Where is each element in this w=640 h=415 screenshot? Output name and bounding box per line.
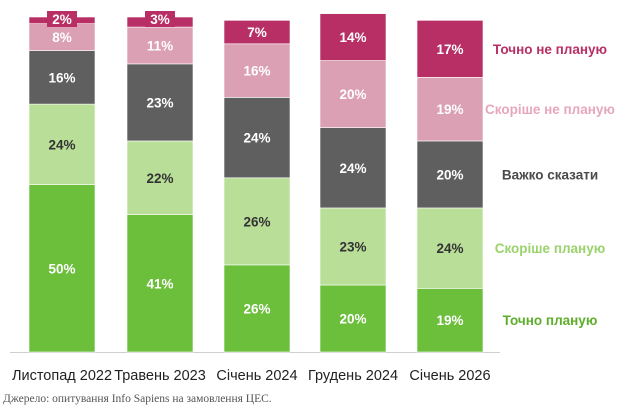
bar-segment-4-3 [319,127,387,209]
data-label-2-5: 3% [150,12,170,27]
legend-label-скоріше-не-планую: Скоріше не планую [485,102,615,117]
bar-segment-5-1 [416,288,484,353]
bar-segment-2-3 [126,63,194,142]
data-label-2-3: 23% [146,95,173,110]
bar-segment-1-1 [28,184,96,353]
bar-segment-2-2 [126,140,194,215]
legend-label-важко-сказати: Важко сказати [502,167,598,182]
data-label-1-5: 2% [52,12,72,27]
data-label-4-2: 23% [339,239,366,254]
category-label-1: Листопад 2022 [12,368,112,384]
bar-segment-3-5 [223,20,291,45]
data-label-4-4: 20% [339,87,366,102]
data-label-1-1: 50% [48,261,75,276]
data-label-1-3: 16% [48,70,75,85]
data-label-2-1: 41% [146,276,173,291]
bar-segment-3-3 [223,97,291,179]
category-label-5: Січень 2026 [409,368,490,384]
bar-segment-5-4 [416,77,484,142]
data-label-4-3: 24% [339,161,366,176]
data-label-5-5: 17% [436,42,463,57]
bar-segment-1-2 [28,103,96,185]
segment-label-tab-1-5 [47,11,77,27]
data-label-1-4: 8% [52,30,72,45]
data-label-4-1: 20% [339,312,366,327]
bar-segment-4-4 [319,60,387,128]
bar-segment-4-2 [319,207,387,286]
bar-segment-5-3 [416,140,484,209]
bar-segment-3-1 [223,264,291,353]
legend-label-точно-не-планую: Точно не планую [493,42,607,57]
bar-segment-4-1 [319,284,387,353]
data-label-5-2: 24% [436,241,463,256]
bar-segment-5-5 [416,20,484,78]
data-label-4-5: 14% [339,30,366,45]
source-note: Джерело: опитування Info Sapiens на замо… [3,393,272,405]
data-label-2-2: 22% [146,171,173,186]
data-label-5-4: 19% [436,102,463,117]
data-label-3-1: 26% [243,301,270,316]
data-label-3-2: 26% [243,214,270,229]
bar-segment-1-4 [28,23,96,51]
legend-label-скоріше-планую: Скоріше планую [495,241,606,256]
data-label-3-5: 7% [247,25,267,40]
bar-segment-2-4 [126,26,194,65]
bar-segment-2-1 [126,214,194,353]
category-label-3: Січень 2024 [216,368,297,384]
data-label-5-3: 20% [436,167,463,182]
legend-label-точно-планую: Точно планую [503,313,598,328]
data-label-1-2: 24% [48,137,75,152]
data-label-3-3: 24% [243,131,270,146]
category-label-4: Грудень 2024 [308,368,398,384]
data-label-5-1: 19% [436,313,463,328]
segment-label-tab-2-5 [145,11,175,27]
data-label-3-4: 16% [243,64,270,79]
bar-segment-5-2 [416,207,484,289]
data-label-2-4: 11% [147,38,173,53]
category-label-2: Травень 2023 [114,368,206,384]
bar-segment-3-4 [223,43,291,98]
bar-segment-4-5 [319,13,387,61]
